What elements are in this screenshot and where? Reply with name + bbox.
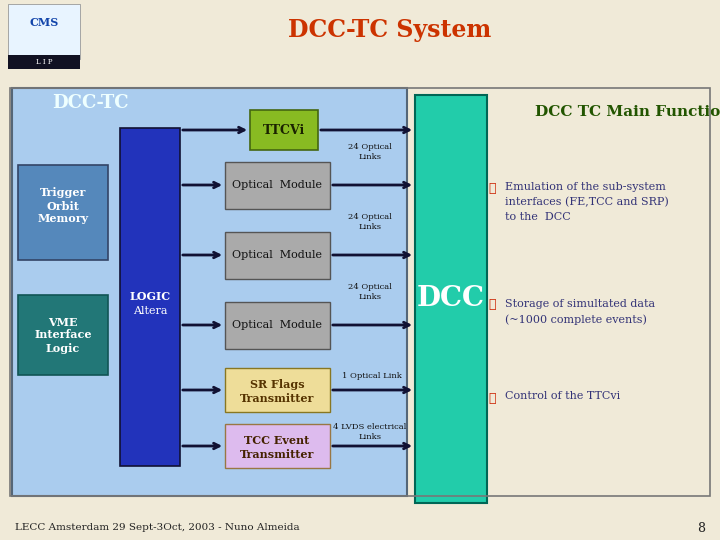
Text: CMS: CMS [30,17,58,28]
Bar [120,128,180,466]
Text: ➤: ➤ [488,299,496,312]
Text: Optical  Module: Optical Module [232,320,322,330]
Bar [415,95,487,503]
Text: Interface: Interface [35,329,91,341]
Bar [225,424,330,468]
Text: DCC: DCC [417,286,485,313]
Text: ➤: ➤ [488,181,496,194]
Text: 1 Optical Link: 1 Optical Link [342,372,402,380]
Text: Optical  Module: Optical Module [232,180,322,190]
Text: Orbit: Orbit [47,200,79,212]
Bar [225,368,330,412]
Bar [8,4,80,59]
Bar [18,295,108,375]
Text: VME: VME [48,316,78,327]
Text: TTCVi: TTCVi [263,124,305,137]
Bar [18,165,108,260]
Bar [225,162,330,209]
Bar [10,88,710,496]
Text: 24 Optical
Links: 24 Optical Links [348,213,392,231]
Text: LECC Amsterdam 29 Sept-3Oct, 2003 - Nuno Almeida: LECC Amsterdam 29 Sept-3Oct, 2003 - Nuno… [15,523,300,532]
Text: SR Flags: SR Flags [250,380,305,390]
Text: DCC TC Main Functions: DCC TC Main Functions [535,105,720,119]
Text: Memory: Memory [37,213,89,225]
Text: 4 LVDS electrical
Links: 4 LVDS electrical Links [333,423,407,441]
Bar [225,302,330,349]
Text: Transmitter: Transmitter [240,449,314,460]
Text: Logic: Logic [46,342,80,354]
Bar [10,82,710,502]
Text: L I P: L I P [36,58,53,66]
Text: 8: 8 [697,522,705,535]
Text: LOGIC: LOGIC [130,292,171,302]
Text: Trigger: Trigger [40,187,86,199]
Bar [225,232,330,279]
Bar [12,88,407,496]
Text: Storage of simultated data
(~1000 complete events): Storage of simultated data (~1000 comple… [505,299,655,325]
Text: Transmitter: Transmitter [240,393,314,403]
Text: 24 Optical
Links: 24 Optical Links [348,144,392,160]
Text: DCC-TC System: DCC-TC System [289,18,492,42]
Text: Altera: Altera [132,306,167,316]
Text: Optical  Module: Optical Module [232,250,322,260]
Text: TCC Event: TCC Event [244,435,310,447]
Text: DCC-TC: DCC-TC [52,94,129,112]
Text: Control of the TTCvi: Control of the TTCvi [505,391,620,401]
Bar [250,110,318,150]
Text: ➤: ➤ [488,392,496,404]
Text: Emulation of the sub-system
interfaces (FE,TCC and SRP)
to the  DCC: Emulation of the sub-system interfaces (… [505,182,669,222]
Text: 24 Optical
Links: 24 Optical Links [348,284,392,301]
Bar [8,55,80,69]
